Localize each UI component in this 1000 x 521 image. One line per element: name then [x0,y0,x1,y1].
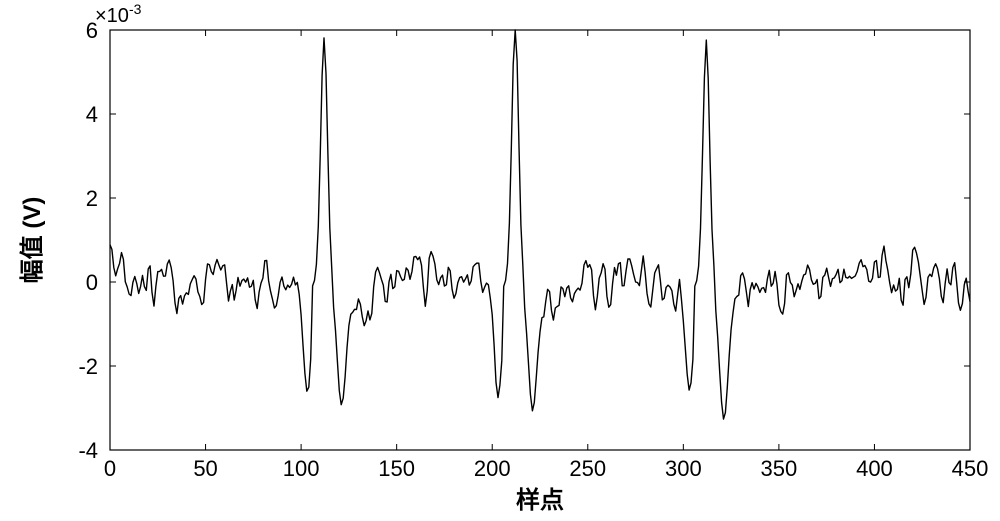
y-tick-label: 2 [86,186,98,211]
x-tick-label: 250 [569,456,606,481]
x-tick-label: 300 [665,456,702,481]
y-tick-label: -4 [78,438,98,463]
chart-container: 050100150200250300350400450-4-20246×10-3… [0,0,1000,521]
plot-border [110,30,970,450]
x-tick-label: 450 [952,456,989,481]
y-tick-label: -2 [78,354,98,379]
x-tick-label: 350 [761,456,798,481]
line-chart: 050100150200250300350400450-4-20246×10-3… [0,0,1000,521]
y-tick-label: 0 [86,270,98,295]
x-tick-label: 400 [856,456,893,481]
x-tick-label: 100 [283,456,320,481]
x-tick-label: 150 [378,456,415,481]
x-axis-label: 样点 [516,486,564,514]
x-tick-label: 50 [193,456,217,481]
signal-line [110,30,970,419]
y-axis-label: 幅值 (V) [18,197,46,284]
x-tick-label: 0 [104,456,116,481]
x-tick-label: 200 [474,456,511,481]
y-tick-label: 4 [86,102,98,127]
y-exponent-label: ×10-3 [95,1,142,27]
